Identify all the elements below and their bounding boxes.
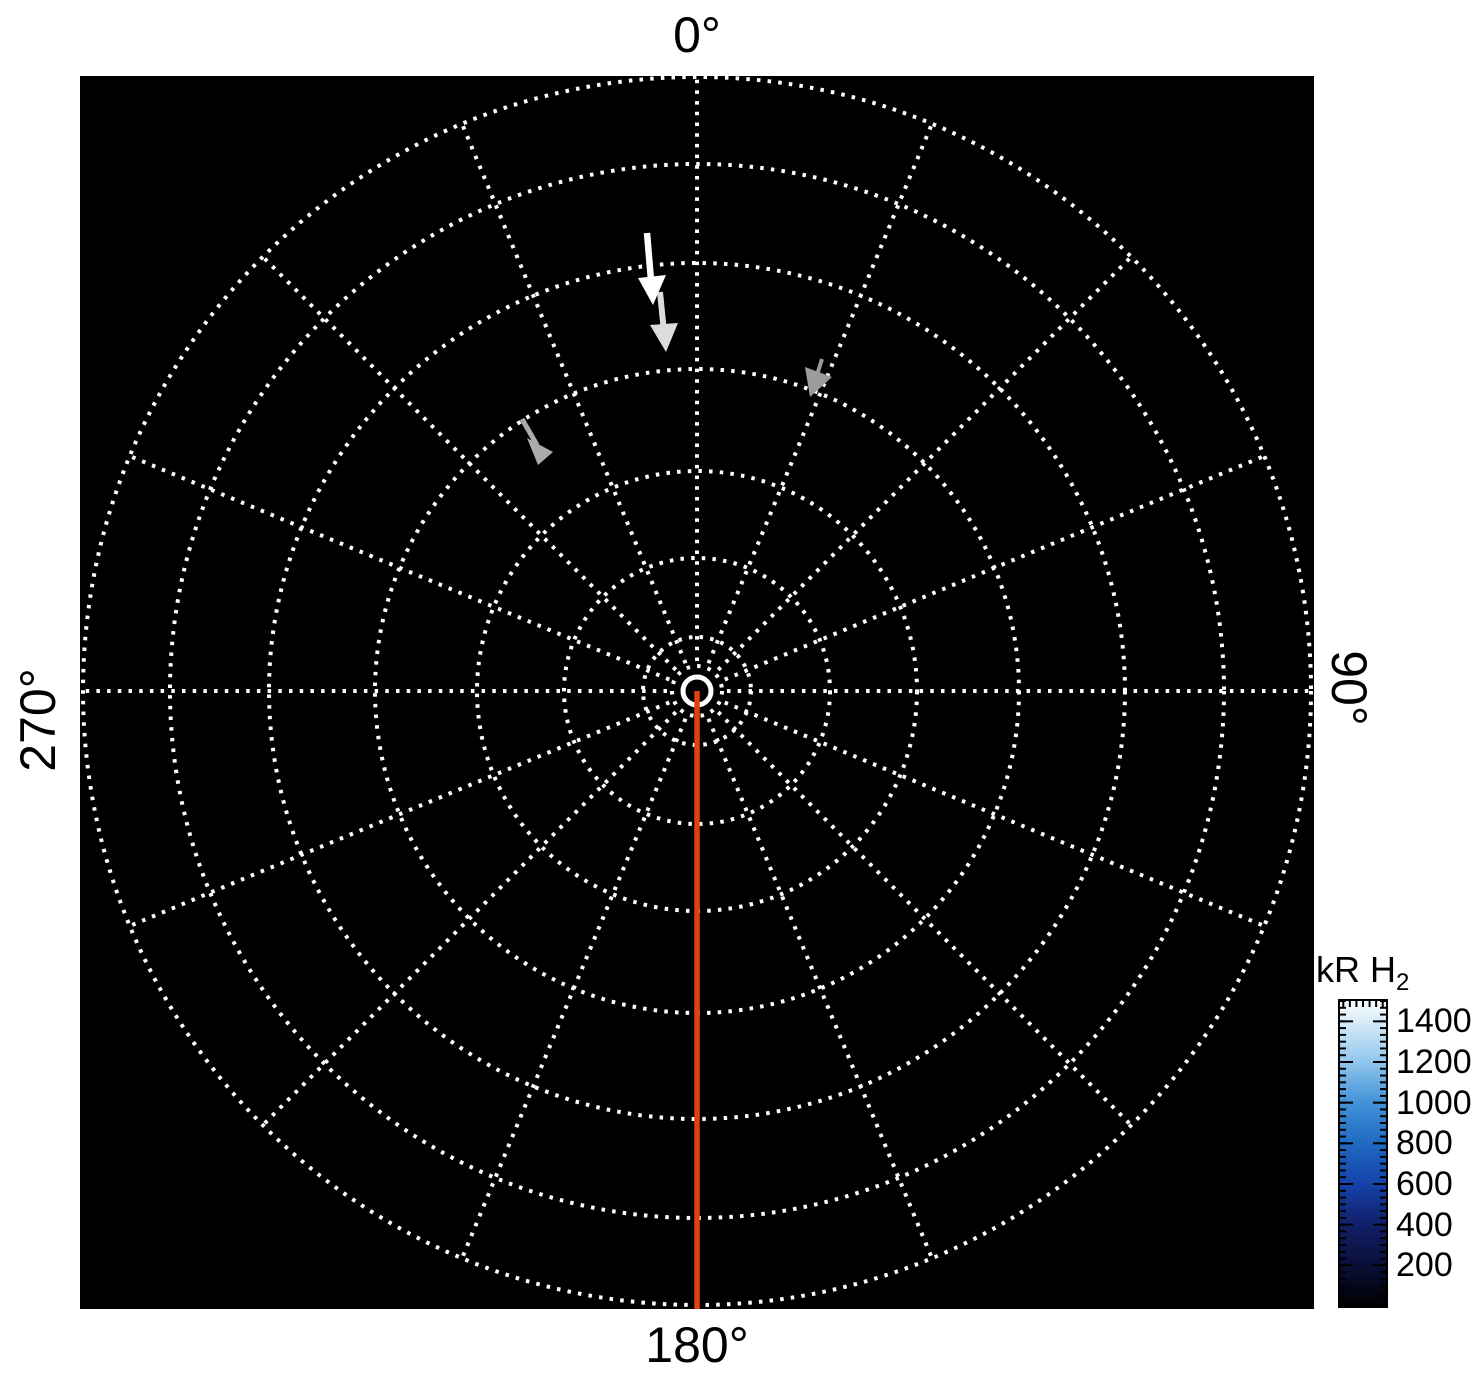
colorbar-ticks bbox=[1340, 1001, 1386, 1306]
colorbar-tick-label: 1200 bbox=[1396, 1043, 1472, 1081]
colorbar-bar bbox=[1338, 999, 1388, 1308]
angle-label-left: 270° bbox=[10, 668, 66, 772]
colorbar-title: kR H2 bbox=[1316, 950, 1409, 1003]
angle-label-top: 0° bbox=[673, 7, 721, 63]
colorbar-tick-label: 600 bbox=[1396, 1165, 1453, 1203]
arrow-lightgray bbox=[650, 291, 678, 352]
colorbar-tick-label: 1400 bbox=[1396, 1002, 1472, 1041]
polar-plot-area bbox=[80, 76, 1314, 1309]
arrow-white-large bbox=[638, 232, 666, 305]
colorbar-title-sub: 2 bbox=[1396, 969, 1410, 997]
colorbar-title-main: kR H bbox=[1316, 949, 1396, 990]
polar-grid-svg bbox=[81, 76, 1313, 1309]
colorbar-tick-label: 400 bbox=[1396, 1205, 1453, 1244]
colorbar-tick-label: 1000 bbox=[1396, 1083, 1472, 1122]
angle-label-bottom: 180° bbox=[645, 1317, 749, 1373]
arrow-gray-left bbox=[519, 417, 553, 465]
colorbar-tick-label: 200 bbox=[1396, 1246, 1453, 1285]
colorbar-tick-label: 800 bbox=[1396, 1124, 1453, 1163]
angle-label-right: 90° bbox=[1321, 650, 1377, 726]
arrow-gray-right bbox=[805, 358, 832, 397]
